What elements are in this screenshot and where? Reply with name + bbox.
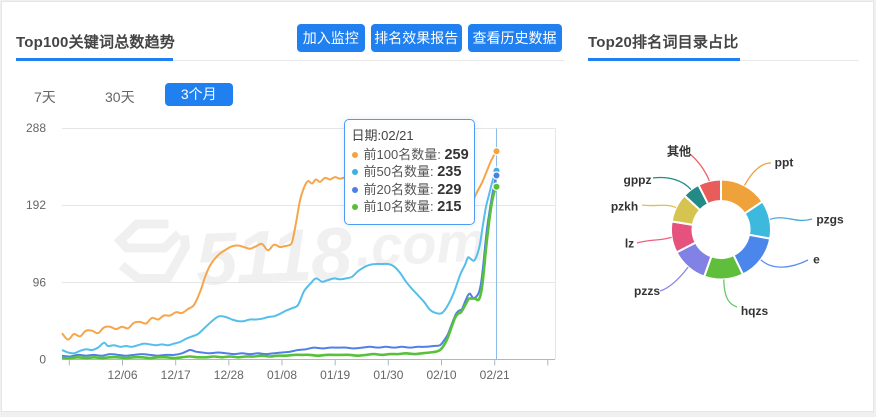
svg-text:96: 96 (33, 275, 47, 289)
svg-text:12/17: 12/17 (161, 368, 191, 382)
svg-text:02/10: 02/10 (426, 368, 456, 382)
svg-text:5118: 5118 (194, 211, 354, 301)
svg-text:ppt: ppt (775, 156, 794, 170)
svg-text:12/06: 12/06 (107, 368, 137, 382)
svg-text:pzgs: pzgs (816, 213, 844, 227)
svg-text:01/30: 01/30 (373, 368, 403, 382)
svg-text:02/21: 02/21 (480, 368, 510, 382)
svg-text:其他: 其他 (667, 144, 691, 159)
svg-text:pzkh: pzkh (611, 200, 638, 214)
svg-text:01/19: 01/19 (320, 368, 350, 382)
svg-text:192: 192 (26, 198, 46, 212)
svg-text:288: 288 (26, 121, 46, 135)
svg-text:0: 0 (39, 353, 46, 367)
svg-text:lz: lz (625, 237, 634, 251)
svg-text:e: e (813, 253, 820, 267)
svg-text:12/28: 12/28 (214, 368, 244, 382)
svg-text:hqzs: hqzs (741, 304, 769, 318)
svg-text:gppz: gppz (624, 173, 652, 187)
svg-text:01/08: 01/08 (267, 368, 297, 382)
svg-text:pzzs: pzzs (634, 284, 660, 298)
